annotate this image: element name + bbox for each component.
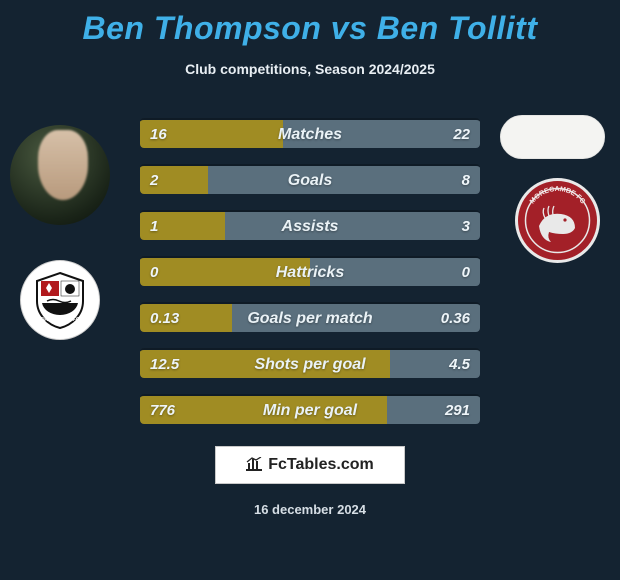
stat-value-left: 776	[150, 396, 175, 424]
stat-bar-left	[140, 258, 310, 286]
stat-bar: 0.130.36Goals per match	[140, 302, 480, 332]
stat-row: 13Assists	[0, 202, 620, 248]
stat-row: 12.54.5Shots per goal	[0, 340, 620, 386]
stat-bar: 12.54.5Shots per goal	[140, 348, 480, 378]
stat-value-right: 0.36	[441, 304, 470, 332]
comparison-card: Ben Thompson vs Ben Tollitt Club competi…	[0, 0, 620, 580]
stat-value-left: 16	[150, 120, 167, 148]
player2-name: Ben Tollitt	[377, 10, 538, 46]
player1-name: Ben Thompson	[83, 10, 322, 46]
stat-value-left: 2	[150, 166, 158, 194]
stat-row: 1622Matches	[0, 110, 620, 156]
stat-row: 776291Min per goal	[0, 386, 620, 432]
stats-area: 1622Matches28Goals13Assists00Hattricks0.…	[0, 110, 620, 432]
title: Ben Thompson vs Ben Tollitt	[0, 0, 620, 47]
date-label: 16 december 2024	[0, 502, 620, 517]
stat-value-right: 4.5	[449, 350, 470, 378]
stat-bar: 00Hattricks	[140, 256, 480, 286]
stat-value-left: 0.13	[150, 304, 179, 332]
stat-row: 00Hattricks	[0, 248, 620, 294]
subtitle: Club competitions, Season 2024/2025	[0, 61, 620, 77]
stat-bar-left	[140, 396, 387, 424]
footer-attribution[interactable]: FcTables.com	[215, 446, 405, 484]
stat-bar-right	[283, 120, 480, 148]
stat-value-left: 1	[150, 212, 158, 240]
stat-value-right: 8	[462, 166, 470, 194]
stat-bar-right	[310, 258, 480, 286]
stat-value-right: 22	[453, 120, 470, 148]
stat-bar: 776291Min per goal	[140, 394, 480, 424]
stat-bar-right	[225, 212, 480, 240]
stat-value-left: 0	[150, 258, 158, 286]
stat-bar: 28Goals	[140, 164, 480, 194]
stat-value-right: 0	[462, 258, 470, 286]
stat-row: 28Goals	[0, 156, 620, 202]
stat-bar: 13Assists	[140, 210, 480, 240]
stat-value-left: 12.5	[150, 350, 179, 378]
stat-value-right: 291	[445, 396, 470, 424]
footer-site-name: FcTables.com	[268, 456, 374, 474]
stat-value-right: 3	[462, 212, 470, 240]
stat-row: 0.130.36Goals per match	[0, 294, 620, 340]
chart-icon	[246, 457, 262, 474]
stat-bar-right	[208, 166, 480, 194]
stat-bar: 1622Matches	[140, 118, 480, 148]
title-vs: vs	[331, 10, 368, 46]
